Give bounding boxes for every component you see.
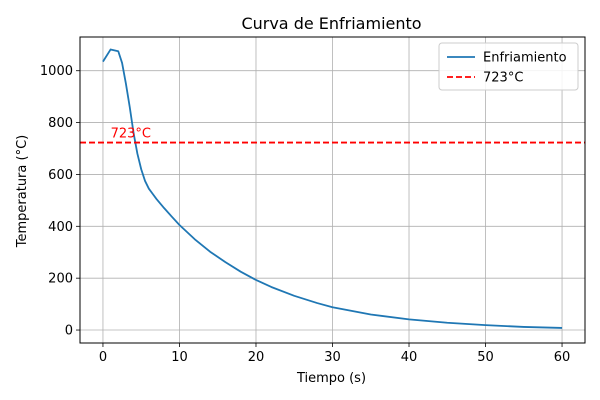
legend: Enfriamiento 723°C <box>438 42 579 91</box>
y-tick-label: 400 <box>48 220 73 235</box>
x-tick-label: 30 <box>324 350 341 365</box>
y-axis-ticks: 0 200 400 600 800 1000 <box>40 64 80 339</box>
x-tick-label: 20 <box>248 350 265 365</box>
series-line-enfriamiento <box>102 48 563 329</box>
legend-label-enfriamiento: Enfriamiento <box>483 51 567 66</box>
x-tick-label: 60 <box>554 350 571 365</box>
y-tick-label: 600 <box>48 168 73 183</box>
y-tick-label: 800 <box>48 116 73 131</box>
plot-content: 723°C <box>80 48 585 329</box>
x-tick-label: 40 <box>401 350 418 365</box>
y-tick-label: 0 <box>65 324 73 339</box>
y-tick-label: 200 <box>48 272 73 287</box>
x-axis-ticks: 0 10 20 30 40 50 60 <box>99 343 571 365</box>
threshold-annotation: 723°C <box>111 127 151 142</box>
x-tick-label: 0 <box>99 350 107 365</box>
y-axis-label: Temperatura (°C) <box>15 135 30 248</box>
legend-box <box>438 42 579 91</box>
grid-lines <box>80 37 585 343</box>
x-axis-label: Tiempo (s) <box>296 371 366 386</box>
y-tick-label: 1000 <box>40 64 73 79</box>
chart-title: Curva de Enfriamiento <box>241 14 421 33</box>
x-tick-label: 50 <box>477 350 494 365</box>
legend-label-threshold: 723°C <box>483 71 523 86</box>
x-tick-label: 10 <box>171 350 188 365</box>
